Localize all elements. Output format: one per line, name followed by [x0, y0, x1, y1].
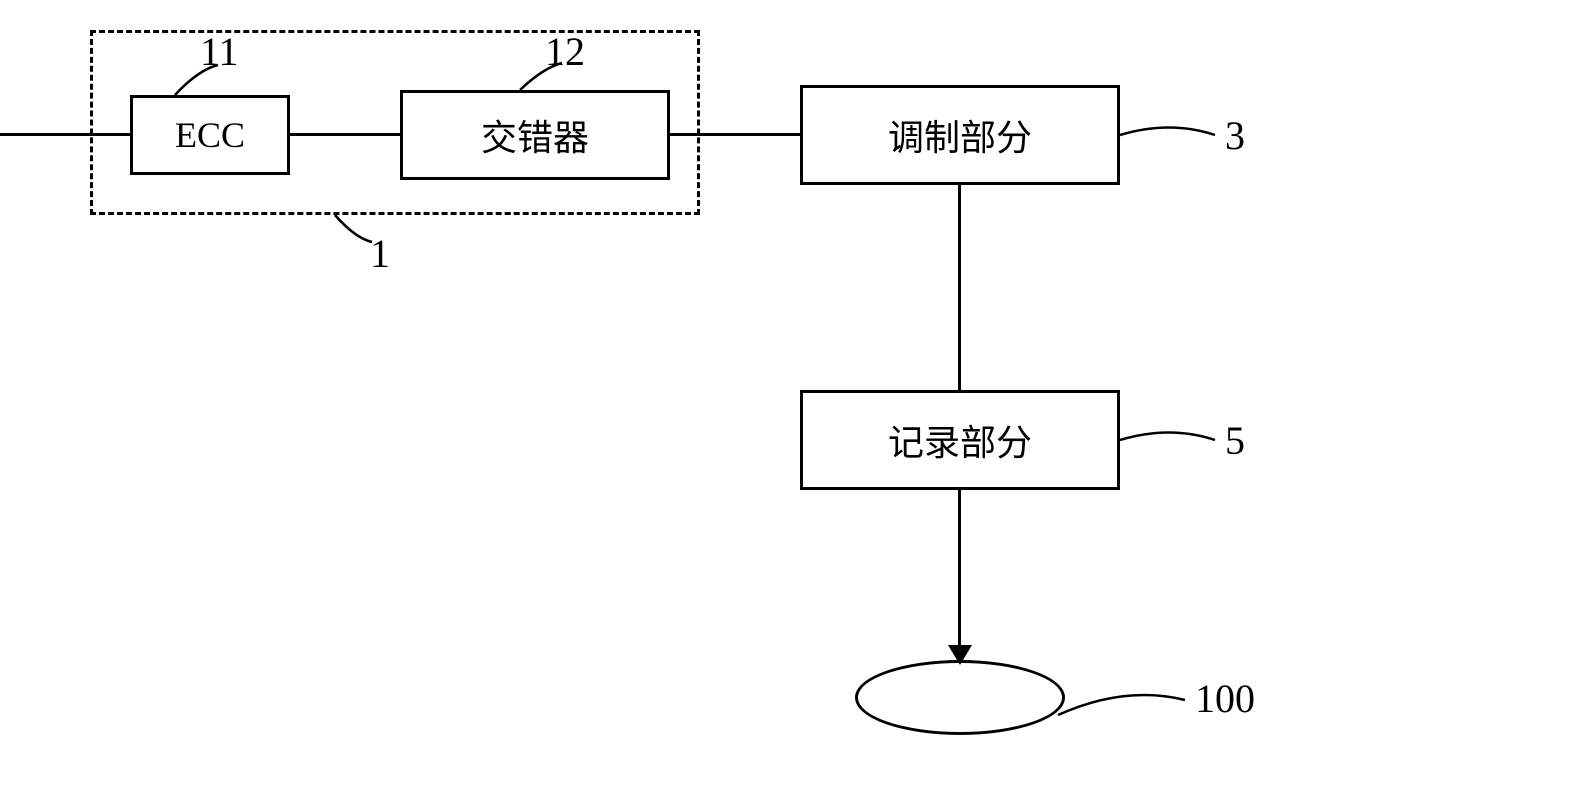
- block-diagram: ECC 交错器 调制部分 记录部分 11 12 1 3 5: [0, 0, 1589, 799]
- ref-label-100: 100: [1195, 675, 1255, 722]
- lead-100: [0, 0, 1589, 799]
